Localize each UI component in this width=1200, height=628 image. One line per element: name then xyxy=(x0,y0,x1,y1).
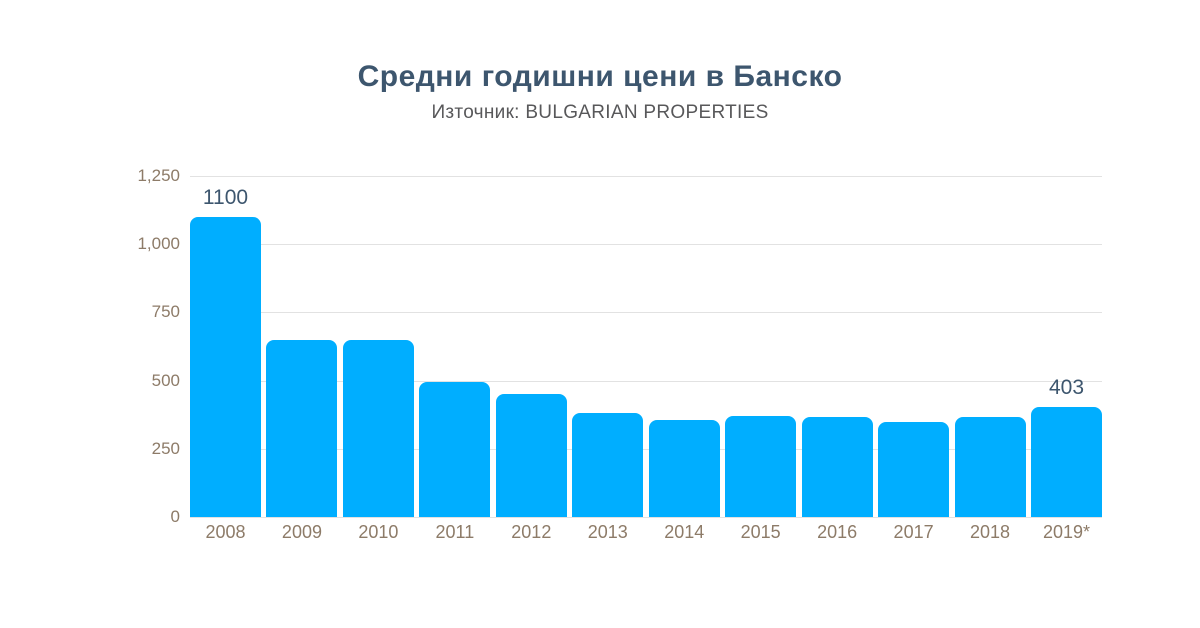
y-tick-label: 750 xyxy=(151,302,180,322)
gridline xyxy=(190,517,1102,518)
bar-2013 xyxy=(572,413,644,517)
x-tick-label: 2018 xyxy=(970,522,1011,542)
y-tick-label: 1,000 xyxy=(137,234,180,254)
bar-2009 xyxy=(266,339,338,517)
x-tick-label: 2008 xyxy=(205,522,246,542)
bar-2012 xyxy=(495,394,567,517)
x-tick-label: 2016 xyxy=(817,522,858,542)
x-tick-label: 2011 xyxy=(435,522,475,542)
bar-2011 xyxy=(419,381,491,517)
bar-2018 xyxy=(954,417,1026,517)
chart-title: Средни годишни цени в Банско xyxy=(357,60,843,93)
gridline xyxy=(190,312,1102,314)
y-tick-label: 0 xyxy=(170,507,180,526)
value-label: 403 xyxy=(1048,376,1085,400)
bar-2008 xyxy=(190,216,261,517)
gridline xyxy=(190,176,1102,177)
y-tick-label: 1,250 xyxy=(137,166,180,185)
y-tick-label: 250 xyxy=(151,438,180,458)
x-tick-label: 2013 xyxy=(587,522,628,542)
chart-subtitle: Източник: BULGARIAN PROPERTIES xyxy=(431,102,769,123)
value-label: 1100 xyxy=(202,185,249,209)
bar-2014 xyxy=(648,420,720,517)
plot-area: 1,250 1,000 750 500 250 0 1100 403 2008 2009 201… xyxy=(137,166,1102,542)
bar-2016 xyxy=(801,417,873,517)
bar-2015 xyxy=(725,416,797,517)
x-tick-label: 2019* xyxy=(1042,522,1091,542)
gridline xyxy=(190,448,1102,450)
x-tick-label: 2009 xyxy=(281,522,322,542)
gridline xyxy=(190,244,1102,246)
x-tick-label: 2014 xyxy=(664,522,705,542)
bar-2017 xyxy=(878,421,950,517)
bars: 1100 403 xyxy=(190,176,1102,517)
bar-2019* xyxy=(1031,407,1102,517)
y-tick-label: 500 xyxy=(151,370,180,390)
x-tick-label: 2015 xyxy=(740,522,781,542)
x-tick-label: 2012 xyxy=(511,522,552,542)
x-tick-label: 2010 xyxy=(358,522,399,542)
x-tick-label: 2017 xyxy=(893,522,934,542)
gridline xyxy=(190,380,1102,382)
bar-2010 xyxy=(342,339,414,517)
